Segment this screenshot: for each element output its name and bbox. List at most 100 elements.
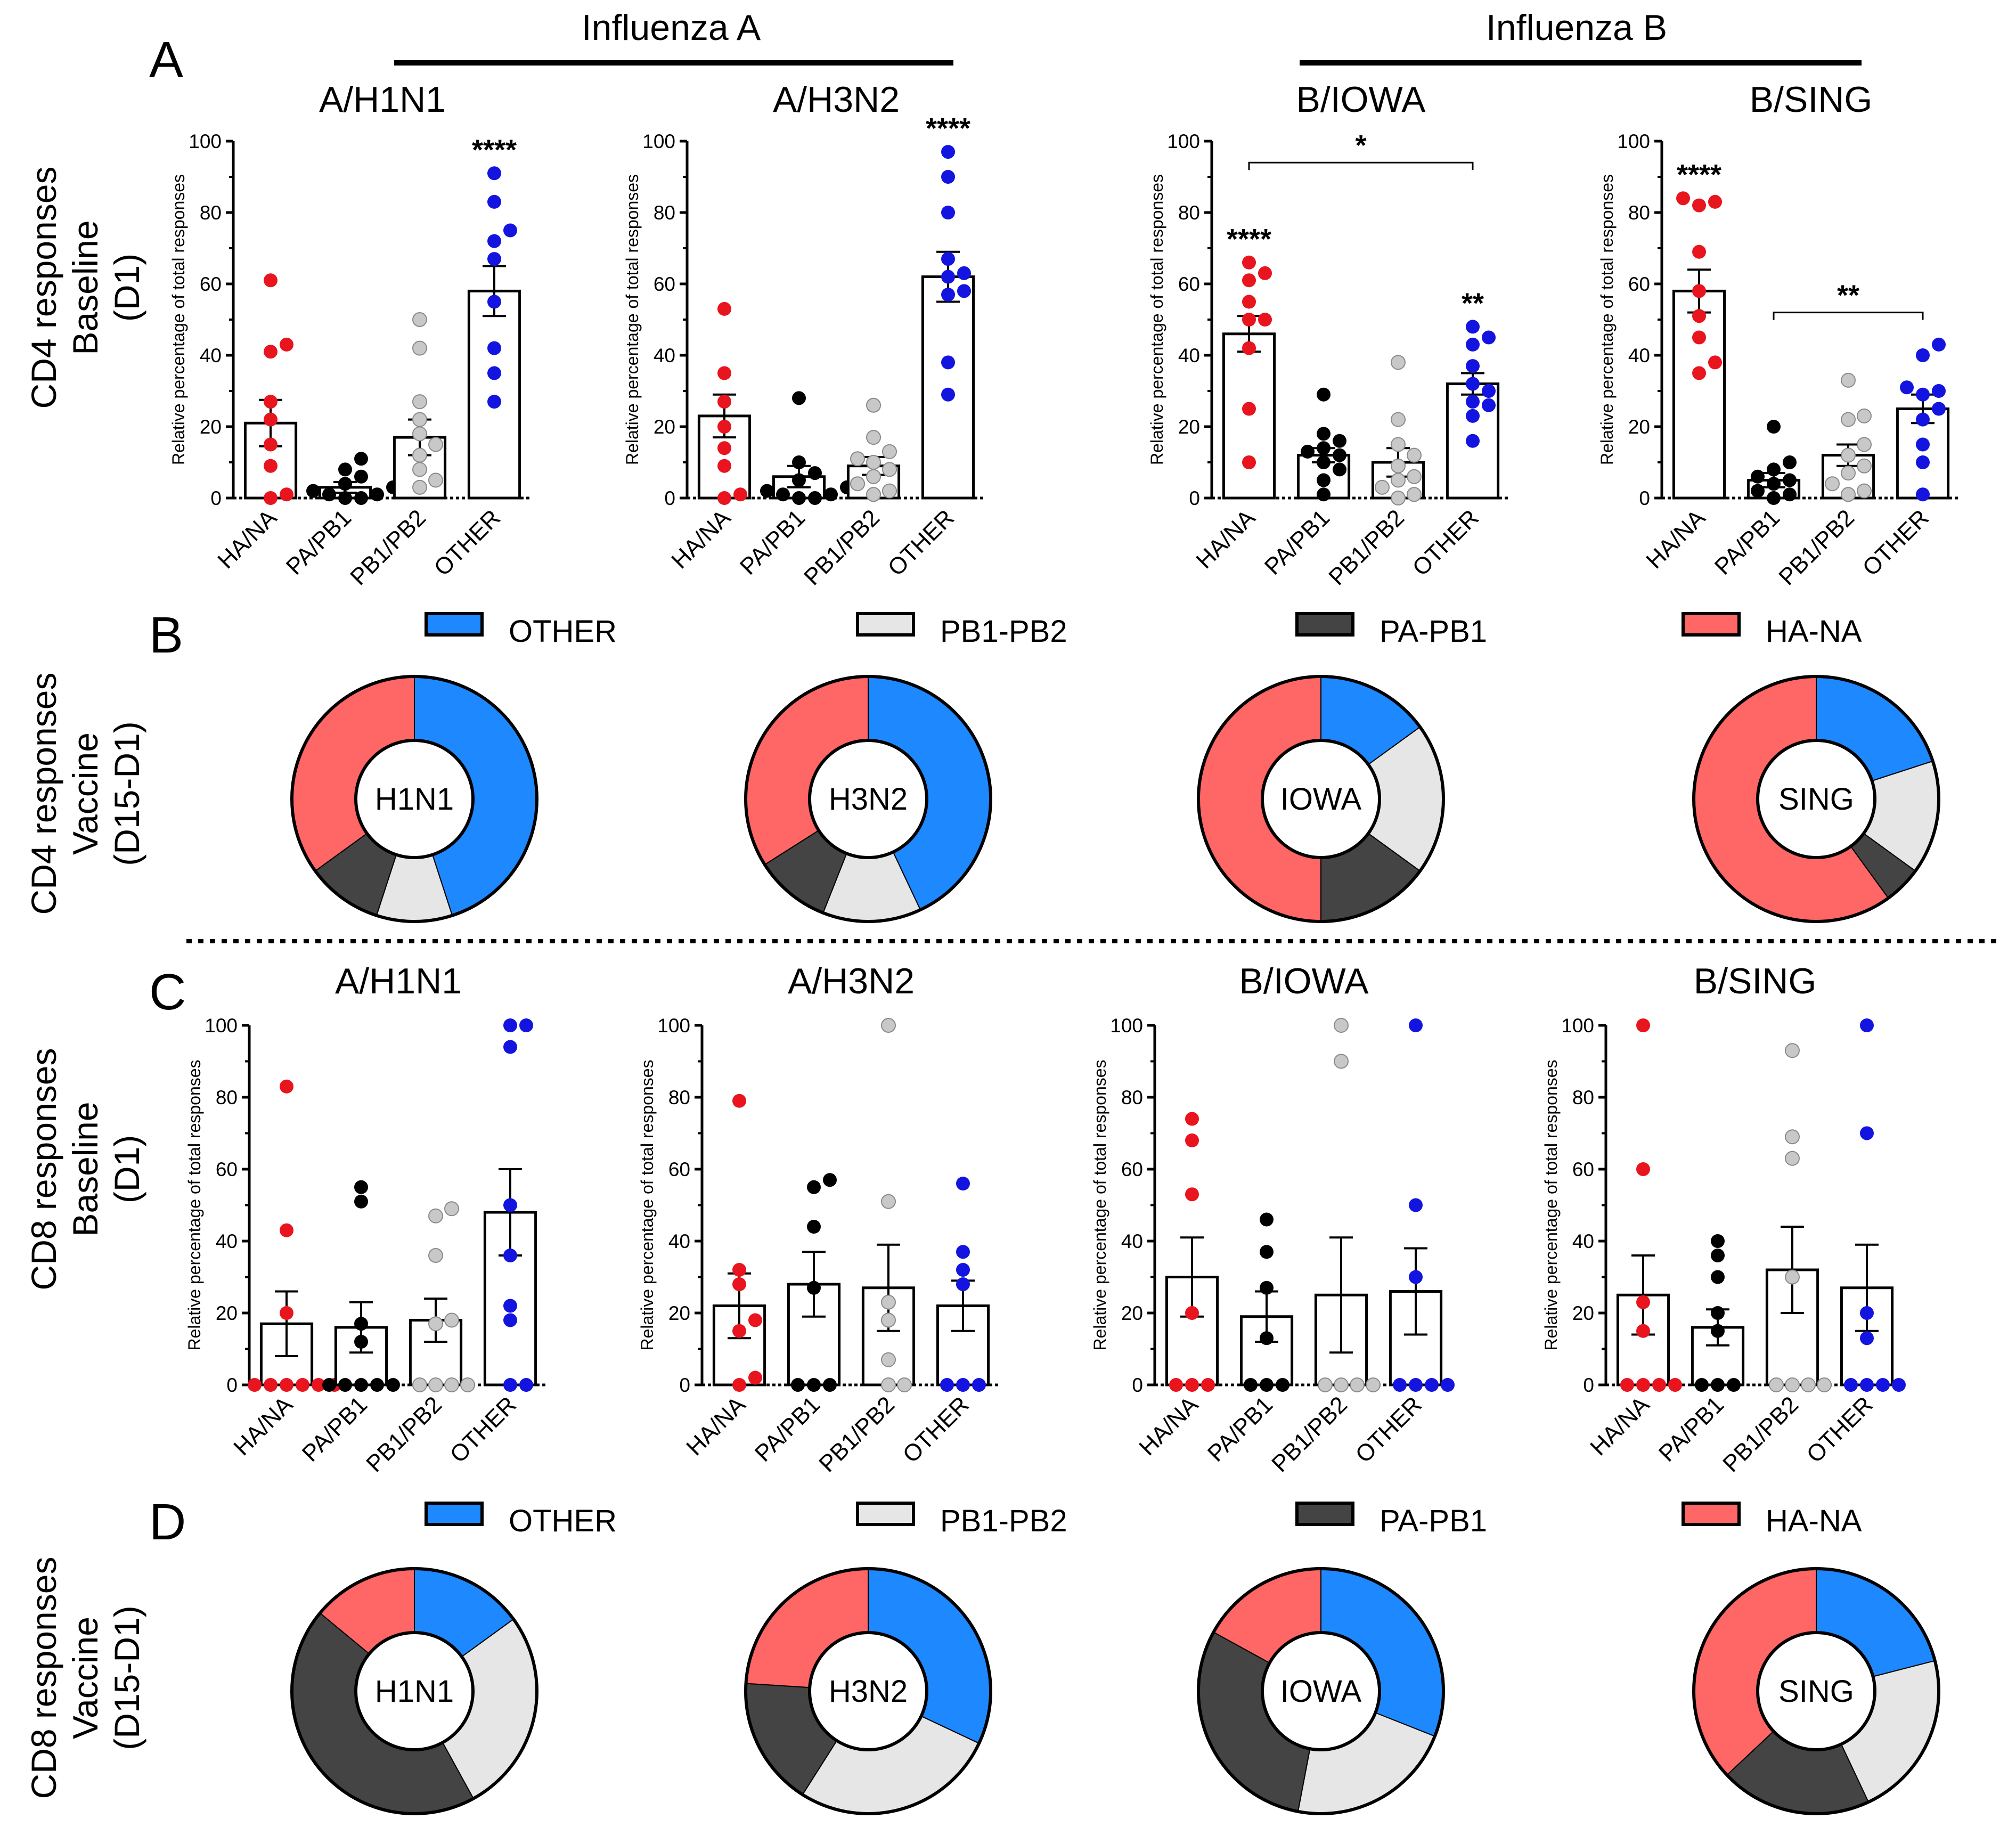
data-point bbox=[748, 1313, 762, 1327]
data-point bbox=[956, 1245, 970, 1259]
data-point bbox=[306, 484, 320, 498]
data-point bbox=[1407, 487, 1422, 502]
data-point bbox=[1932, 402, 1946, 416]
bar-chart-c-b-sing: B/SING Relative percentage of total respo… bbox=[1541, 961, 1906, 1477]
legend-label-other: OTHER bbox=[509, 1504, 617, 1538]
data-point bbox=[1301, 444, 1315, 459]
data-point bbox=[1185, 1133, 1199, 1147]
data-point bbox=[1711, 1324, 1725, 1338]
data-point bbox=[264, 1378, 277, 1392]
data-point bbox=[1260, 1280, 1274, 1295]
donut-center-label: IOWA bbox=[1280, 782, 1362, 817]
legend-label-other: OTHER bbox=[509, 614, 617, 649]
data-point bbox=[1636, 1162, 1650, 1176]
panel-letter-d: D bbox=[149, 1494, 186, 1551]
data-point bbox=[264, 345, 277, 359]
chart-title: B/IOWA bbox=[1296, 79, 1426, 120]
data-point bbox=[732, 1263, 746, 1277]
legend-swatch-pb1-pb2 bbox=[856, 1502, 915, 1526]
data-point bbox=[1916, 437, 1930, 452]
significance-stars: **** bbox=[1227, 223, 1271, 255]
data-point bbox=[1317, 473, 1331, 487]
data-point bbox=[1366, 1377, 1381, 1392]
donut-chart-d-h3n2: H3N2 bbox=[744, 1567, 992, 1815]
data-point bbox=[1391, 437, 1406, 452]
significance-bracket-label: * bbox=[1355, 129, 1366, 161]
data-point bbox=[354, 1378, 368, 1392]
data-point bbox=[338, 1378, 352, 1392]
data-point bbox=[487, 234, 501, 248]
data-point bbox=[354, 452, 368, 466]
y-tick-label: 0 bbox=[1639, 487, 1650, 509]
x-tick-label: PA/PB1 bbox=[297, 1391, 372, 1466]
x-tick-label: PA/PB1 bbox=[1260, 504, 1335, 580]
row-label-line: CD8 responses bbox=[24, 1048, 63, 1291]
data-point bbox=[412, 412, 427, 427]
donut-hole bbox=[1756, 1631, 1876, 1751]
data-point bbox=[941, 355, 955, 370]
y-axis-label: Relative percentage of total responses bbox=[1541, 1059, 1561, 1350]
data-point bbox=[1652, 1378, 1666, 1392]
y-axis-label: Relative percentage of total responses bbox=[1090, 1059, 1109, 1350]
data-point bbox=[1333, 434, 1346, 448]
data-point bbox=[1441, 1378, 1455, 1392]
y-tick-label: 40 bbox=[1628, 345, 1650, 366]
bar-ha-na bbox=[1222, 332, 1276, 500]
x-tick-label: HA/NA bbox=[1191, 504, 1260, 574]
data-point bbox=[386, 1378, 400, 1392]
donut-hole bbox=[354, 739, 475, 859]
data-point bbox=[1260, 1212, 1274, 1227]
x-tick-label: HA/NA bbox=[681, 1391, 750, 1461]
x-tick-label: PB1/PB2 bbox=[1718, 1391, 1803, 1477]
data-point bbox=[1201, 1378, 1215, 1392]
data-point bbox=[882, 462, 897, 477]
data-point bbox=[1375, 479, 1390, 495]
significance-bracket-label: ** bbox=[1837, 280, 1859, 312]
x-tick-label: OTHER bbox=[883, 504, 960, 581]
data-point bbox=[881, 1312, 896, 1328]
bar-chart-a-b-iowa: B/IOWA Relative percentage of total respo… bbox=[1147, 79, 1510, 590]
data-point bbox=[487, 252, 501, 266]
data-point bbox=[412, 479, 427, 495]
y-tick-label: 20 bbox=[668, 1302, 690, 1324]
data-point bbox=[1841, 412, 1856, 427]
panel-letter-b: B bbox=[149, 607, 183, 664]
y-tick-label: 80 bbox=[1121, 1087, 1143, 1108]
data-point bbox=[1916, 455, 1930, 469]
data-point bbox=[792, 391, 806, 405]
y-tick-label: 40 bbox=[1572, 1230, 1594, 1252]
y-tick-label: 100 bbox=[642, 130, 675, 152]
data-point bbox=[1391, 472, 1406, 488]
data-point bbox=[733, 487, 747, 502]
data-point bbox=[370, 1378, 384, 1392]
data-point bbox=[1900, 380, 1914, 395]
charts: A/H1N1 Relative percentage of total respo… bbox=[169, 79, 1960, 1815]
legend-b: OTHER PB1-PB2 PA-PB1 HA-NA bbox=[425, 612, 1862, 649]
data-point bbox=[1841, 487, 1856, 502]
legend-label-ha-na: HA-NA bbox=[1766, 1504, 1862, 1538]
data-point bbox=[1409, 1270, 1423, 1284]
data-point bbox=[807, 1280, 821, 1295]
data-point bbox=[1318, 1377, 1333, 1392]
data-point bbox=[1692, 330, 1706, 345]
row-label-line: (D15-D1) bbox=[107, 721, 146, 866]
data-point bbox=[444, 1377, 459, 1392]
y-tick-label: 20 bbox=[216, 1302, 238, 1324]
data-point bbox=[732, 1378, 746, 1392]
data-point bbox=[1860, 1378, 1874, 1392]
row-label-line: CD4 responses bbox=[24, 167, 63, 409]
data-point bbox=[1244, 1378, 1258, 1392]
data-point bbox=[760, 484, 774, 498]
data-point bbox=[717, 441, 731, 455]
data-point bbox=[941, 145, 955, 159]
data-point bbox=[1409, 1198, 1423, 1212]
data-point bbox=[897, 1377, 912, 1392]
data-point bbox=[1692, 309, 1706, 323]
data-point bbox=[792, 455, 806, 469]
panel-letter-a: A bbox=[149, 31, 183, 88]
x-tick-label: PB1/PB2 bbox=[799, 504, 885, 590]
y-tick-label: 60 bbox=[1178, 273, 1200, 295]
data-point bbox=[1333, 448, 1346, 462]
donut-center-label: SING bbox=[1778, 782, 1854, 817]
legend-d: OTHER PB1-PB2 PA-PB1 HA-NA bbox=[425, 1502, 1862, 1538]
